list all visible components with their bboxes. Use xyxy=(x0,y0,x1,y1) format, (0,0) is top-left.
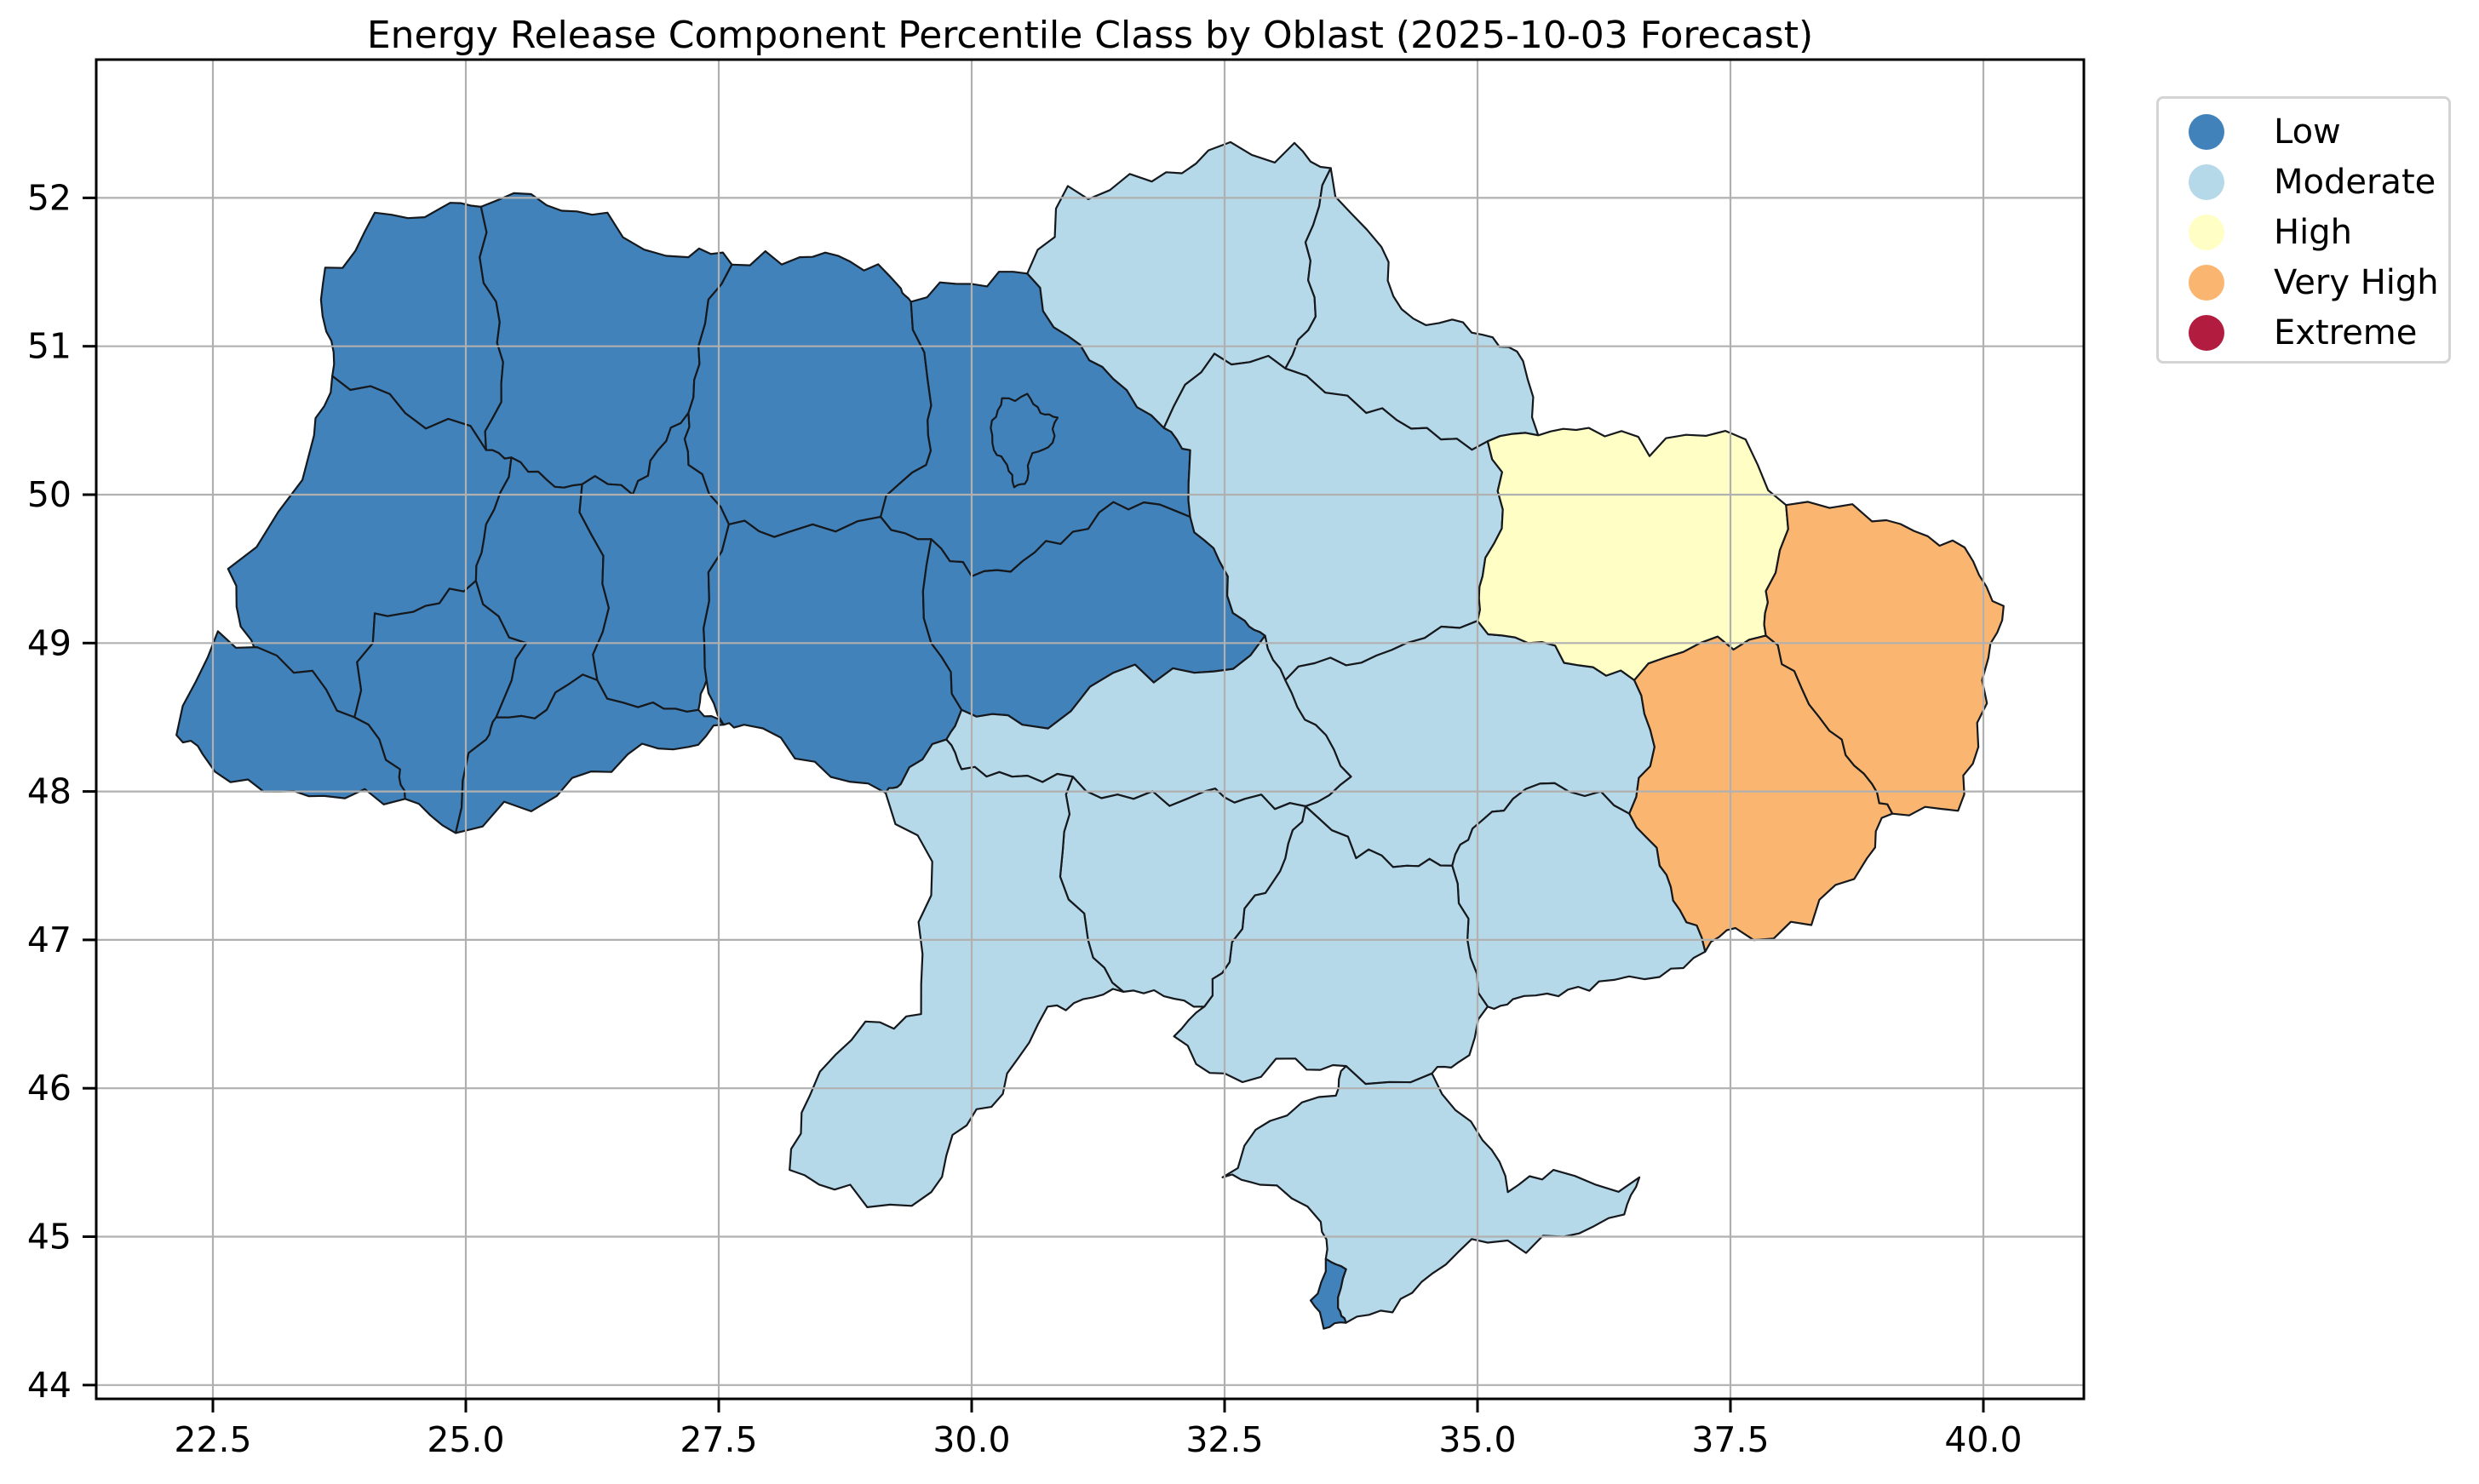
legend-label: High xyxy=(2274,212,2352,252)
chart-title: Energy Release Component Percentile Clas… xyxy=(366,14,1814,57)
y-tick-label-49: 49 xyxy=(27,622,72,663)
x-tick-label-35: 35.0 xyxy=(1438,1419,1516,1460)
ticks-layer: 22.5 25.0 27.5 30.0 32.5 35.0 37.5 40.0 44 45 46 47… xyxy=(27,177,2023,1460)
legend-swatch-icon xyxy=(2189,264,2224,301)
region-crimea xyxy=(1221,1065,1641,1324)
x-tick-label-32.5: 32.5 xyxy=(1185,1419,1263,1460)
x-tick-label-37.5: 37.5 xyxy=(1691,1419,1769,1460)
x-tick-label-22.5: 22.5 xyxy=(174,1419,251,1460)
y-tick-label-51: 51 xyxy=(27,326,72,367)
legend-item-very-high: Very High xyxy=(2159,257,2448,307)
region-odesa xyxy=(789,738,1125,1208)
y-tick-label-46: 46 xyxy=(27,1068,72,1109)
y-tick-label-45: 45 xyxy=(27,1217,72,1258)
legend: Low Moderate High Very High Extreme xyxy=(2156,96,2451,364)
x-tick-label-27.5: 27.5 xyxy=(680,1419,757,1460)
y-tick-label-47: 47 xyxy=(27,920,72,960)
legend-swatch-icon xyxy=(2189,163,2224,200)
region-chernivtsi xyxy=(455,673,725,834)
legend-label: Moderate xyxy=(2274,162,2436,202)
legend-item-high: High xyxy=(2159,207,2448,257)
legend-label: Extreme xyxy=(2274,312,2418,352)
y-tick-label-50: 50 xyxy=(27,474,72,515)
legend-swatch-icon xyxy=(2189,113,2224,150)
legend-swatch-icon xyxy=(2189,314,2224,351)
legend-swatch-icon xyxy=(2189,214,2224,250)
x-tick-label-30: 30.0 xyxy=(932,1419,1010,1460)
legend-item-low: Low xyxy=(2159,106,2448,157)
legend-label: Very High xyxy=(2274,262,2439,302)
x-tick-label-25: 25.0 xyxy=(427,1419,504,1460)
y-tick-label-48: 48 xyxy=(27,771,72,812)
plot-border xyxy=(95,58,2086,1401)
x-tick-label-40: 40.0 xyxy=(1944,1419,2022,1460)
region-zaporizhzhia xyxy=(1451,782,1707,1010)
legend-label: Low xyxy=(2274,112,2341,152)
y-tick-label-44: 44 xyxy=(27,1365,72,1406)
region-kyiv-city xyxy=(990,392,1059,489)
y-tick-label-52: 52 xyxy=(27,177,72,218)
gridlines-layer xyxy=(96,60,2084,1399)
region-vinnytsia xyxy=(703,516,963,794)
legend-item-extreme: Extreme xyxy=(2159,307,2448,358)
region-zakarpattia xyxy=(175,630,406,805)
regions-layer xyxy=(175,140,2005,1330)
region-sevastopol xyxy=(1309,1258,1347,1330)
legend-item-moderate: Moderate xyxy=(2159,157,2448,207)
